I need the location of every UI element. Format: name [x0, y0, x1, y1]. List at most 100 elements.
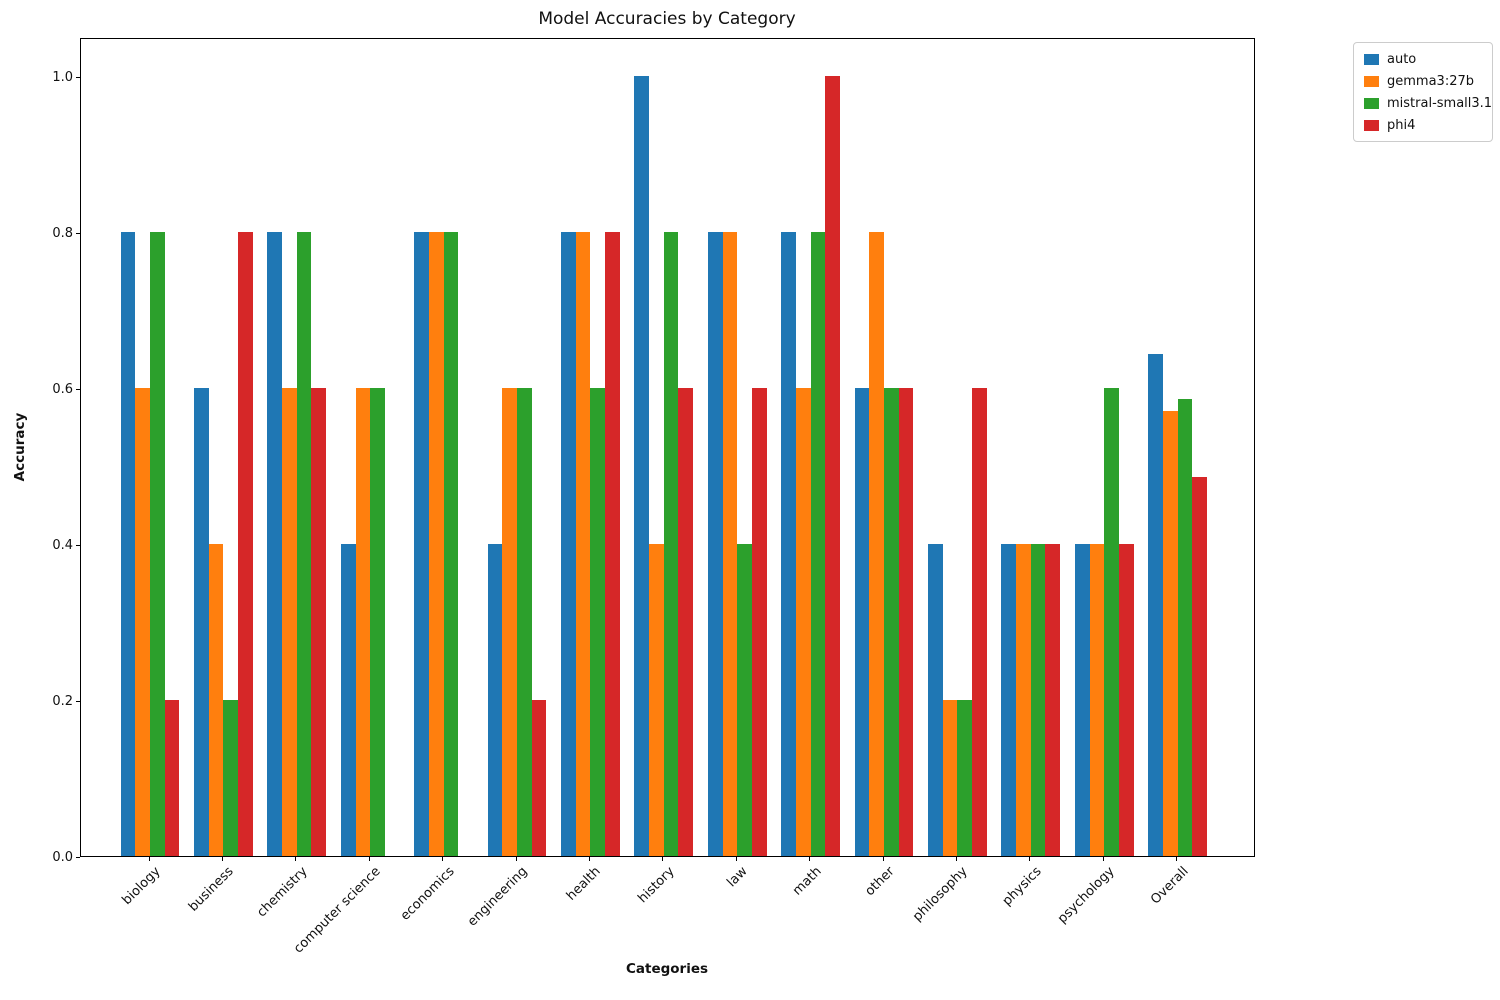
legend-label: gemma3:27b [1387, 73, 1474, 89]
bar-auto [487, 544, 503, 856]
bar-phi4 [605, 232, 620, 856]
y-axis-label: Accuracy [12, 412, 28, 482]
x-tick-mark [1029, 857, 1031, 861]
legend-label: phi4 [1387, 117, 1416, 133]
bar-phi4 [1192, 477, 1207, 856]
bar-group [120, 232, 180, 856]
x-tick-mark [148, 857, 150, 861]
bar-auto [340, 544, 356, 856]
x-tick-label: biology [119, 864, 164, 909]
bar-phi4 [1045, 544, 1061, 856]
bar-mistral-small3.1 [883, 388, 899, 856]
legend-item: auto [1364, 51, 1482, 67]
bar-auto [194, 388, 209, 856]
bar-gemma3:27b [722, 232, 738, 856]
y-tick-mark [76, 544, 80, 546]
bar-auto [854, 388, 870, 856]
bar-mistral-small3.1 [810, 232, 826, 856]
bar-gemma3:27b [1016, 544, 1031, 856]
x-tick-mark [221, 857, 224, 861]
bar-phi4 [531, 700, 547, 856]
legend-swatch [1364, 75, 1379, 87]
bar-auto [120, 232, 136, 856]
bar-mistral-small3.1 [1177, 399, 1193, 856]
x-tick-label: law [724, 864, 751, 891]
bar-phi4 [825, 76, 840, 856]
bar-mistral-small3.1 [296, 232, 312, 856]
bar-group [487, 388, 547, 856]
bar-mistral-small3.1 [590, 388, 606, 856]
x-tick-mark [662, 857, 664, 861]
bar-gemma3:27b [869, 232, 884, 856]
bar-auto [781, 232, 796, 856]
x-tick-mark [515, 857, 517, 861]
bar-phi4 [751, 388, 767, 856]
bar-auto [1074, 544, 1090, 856]
plot-area [80, 38, 1255, 857]
y-tick-label: 0.6 [52, 381, 73, 397]
bar-mistral-small3.1 [223, 700, 239, 856]
bar-gemma3:27b [428, 232, 444, 856]
x-tick-label: philosophy [910, 864, 971, 925]
legend-item: mistral-small3.1 [1364, 95, 1492, 111]
x-tick-label: other [862, 864, 898, 900]
legend-swatch [1364, 97, 1379, 109]
x-tick-label: Overall [1147, 864, 1192, 908]
bar-auto [928, 544, 943, 856]
bar-phi4 [678, 388, 694, 856]
bar-mistral-small3.1 [1104, 388, 1119, 856]
x-tick-label: engineering [464, 864, 531, 930]
y-tick-mark [76, 76, 80, 78]
bar-phi4 [164, 700, 180, 856]
legend-label: auto [1387, 51, 1417, 67]
legend: auto gemma3:27b mistral-small3.1 phi4 [1353, 42, 1493, 142]
legend-swatch [1364, 53, 1379, 65]
bar-mistral-small3.1 [443, 232, 459, 856]
bar-group [1001, 544, 1061, 856]
y-tick-mark [76, 856, 80, 858]
bar-group [561, 232, 620, 856]
bar-group [707, 232, 767, 856]
legend-item: gemma3:27b [1364, 73, 1482, 89]
bar-mistral-small3.1 [516, 388, 532, 856]
bar-gemma3:27b [502, 388, 517, 856]
y-tick-label: 0.0 [52, 849, 73, 865]
bar-phi4 [238, 232, 253, 856]
x-tick-mark [442, 857, 444, 861]
bar-gemma3:27b [795, 388, 811, 856]
bar-phi4 [972, 388, 987, 856]
bar-group [414, 232, 473, 856]
bar-mistral-small3.1 [737, 544, 752, 856]
bar-phi4 [898, 388, 914, 856]
bar-phi4 [311, 388, 327, 856]
bar-group [781, 76, 840, 856]
y-tick-label: 0.2 [52, 693, 73, 709]
bar-gemma3:27b [649, 544, 664, 856]
x-tick-mark [882, 857, 884, 861]
bar-auto [1001, 544, 1017, 856]
bar-group [928, 388, 987, 856]
x-tick-mark [295, 857, 297, 861]
x-tick-mark [1102, 857, 1104, 861]
x-tick-label: math [789, 864, 825, 899]
x-tick-label: chemistry [254, 864, 311, 921]
bar-mistral-small3.1 [957, 700, 973, 856]
bar-mistral-small3.1 [663, 232, 679, 856]
x-tick-mark [368, 857, 370, 861]
legend-swatch [1364, 119, 1379, 131]
x-tick-mark [809, 857, 811, 861]
bar-mistral-small3.1 [149, 232, 165, 856]
x-tick-label: economics [397, 864, 458, 924]
chart-title: Model Accuracies by Category [538, 9, 796, 29]
bar-gemma3:27b [942, 700, 958, 856]
x-tick-label: health [564, 864, 604, 904]
bar-auto [1148, 354, 1163, 856]
bar-auto [561, 232, 576, 856]
bar-group [854, 232, 914, 856]
bar-gemma3:27b [135, 388, 150, 856]
x-tick-mark [588, 857, 591, 861]
y-tick-label: 1.0 [52, 69, 73, 85]
bar-gemma3:27b [1162, 411, 1178, 856]
bar-group [194, 232, 253, 856]
bar-gemma3:27b [575, 232, 591, 856]
